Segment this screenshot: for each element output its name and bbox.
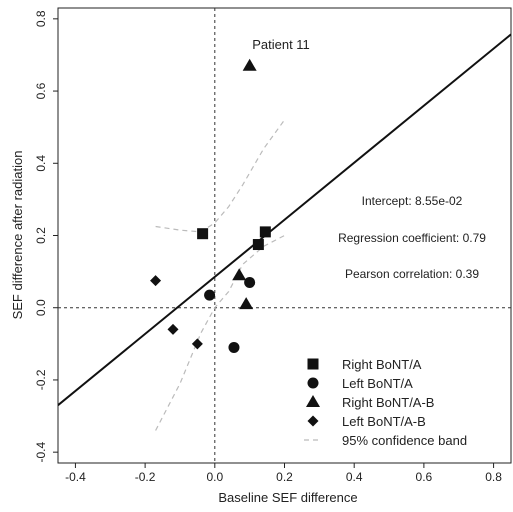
- x-tick-label: 0.0: [206, 470, 223, 484]
- x-tick-label: 0.2: [276, 470, 293, 484]
- pearson-correlation-annotation: Pearson correlation: 0.39: [345, 267, 479, 281]
- y-axis: -0.4 -0.2 0.0 0.2 0.4 0.6 0.8: [34, 10, 58, 463]
- y-tick-label: 0.2: [34, 227, 48, 244]
- y-tick-label: 0.0: [34, 299, 48, 316]
- legend-label: Right BoNT/A: [342, 357, 422, 372]
- intercept-annotation: Intercept: 8.55e-02: [362, 194, 463, 208]
- regression-line-group: [58, 33, 511, 406]
- legend-label: Right BoNT/A-B: [342, 395, 434, 410]
- legend-label: 95% confidence band: [342, 433, 467, 448]
- x-tick-label: -0.4: [65, 470, 86, 484]
- point-triangle-2-1: [232, 268, 247, 281]
- point-square-0-2: [259, 226, 271, 238]
- y-tick-label: 0.6: [34, 82, 48, 99]
- x-tick-label: -0.2: [135, 470, 156, 484]
- point-square-0-0: [197, 228, 209, 240]
- legend-label: Left BoNT/A-B: [342, 414, 426, 429]
- regression-line: [58, 33, 511, 406]
- legend-diamond-marker: [307, 415, 319, 427]
- legend: Right BoNT/A Left BoNT/A Right BoNT/A-B Lef…: [304, 357, 467, 448]
- legend-square-marker: [307, 358, 319, 370]
- point-square-0-1: [252, 239, 264, 251]
- regression-coefficient-annotation: Regression coefficient: 0.79: [338, 231, 486, 245]
- x-tick-label: 0.4: [346, 470, 363, 484]
- confidence-band-upper: [155, 119, 285, 233]
- x-axis-label: Baseline SEF difference: [218, 490, 357, 505]
- legend-label: Left BoNT/A: [342, 376, 413, 391]
- point-circle-1-1: [244, 276, 256, 288]
- confidence-band: [155, 119, 285, 431]
- y-tick-label: 0.8: [34, 10, 48, 27]
- point-diamond-3-0: [150, 275, 162, 287]
- point-circle-1-2: [228, 341, 240, 353]
- y-axis-label: SEF difference after radiation: [10, 151, 25, 320]
- point-diamond-3-2: [191, 338, 203, 350]
- legend-circle-marker: [307, 377, 319, 389]
- x-tick-label: 0.8: [485, 470, 502, 484]
- x-tick-label: 0.6: [416, 470, 433, 484]
- patient-annotation: Patient 11: [252, 37, 310, 52]
- point-circle-1-0: [204, 289, 216, 301]
- point-triangle-2-0: [242, 58, 257, 71]
- point-diamond-3-1: [167, 323, 179, 335]
- data-points: [150, 58, 271, 353]
- y-tick-label: -0.2: [34, 369, 48, 390]
- legend-triangle-marker: [306, 395, 320, 407]
- y-tick-label: -0.4: [34, 442, 48, 463]
- y-tick-label: 0.4: [34, 155, 48, 172]
- confidence-band-lower: [155, 234, 285, 431]
- x-axis: -0.4 -0.2 0.0 0.2 0.4 0.6 0.8: [65, 463, 502, 484]
- reference-lines: [58, 8, 511, 463]
- point-triangle-2-2: [239, 297, 254, 310]
